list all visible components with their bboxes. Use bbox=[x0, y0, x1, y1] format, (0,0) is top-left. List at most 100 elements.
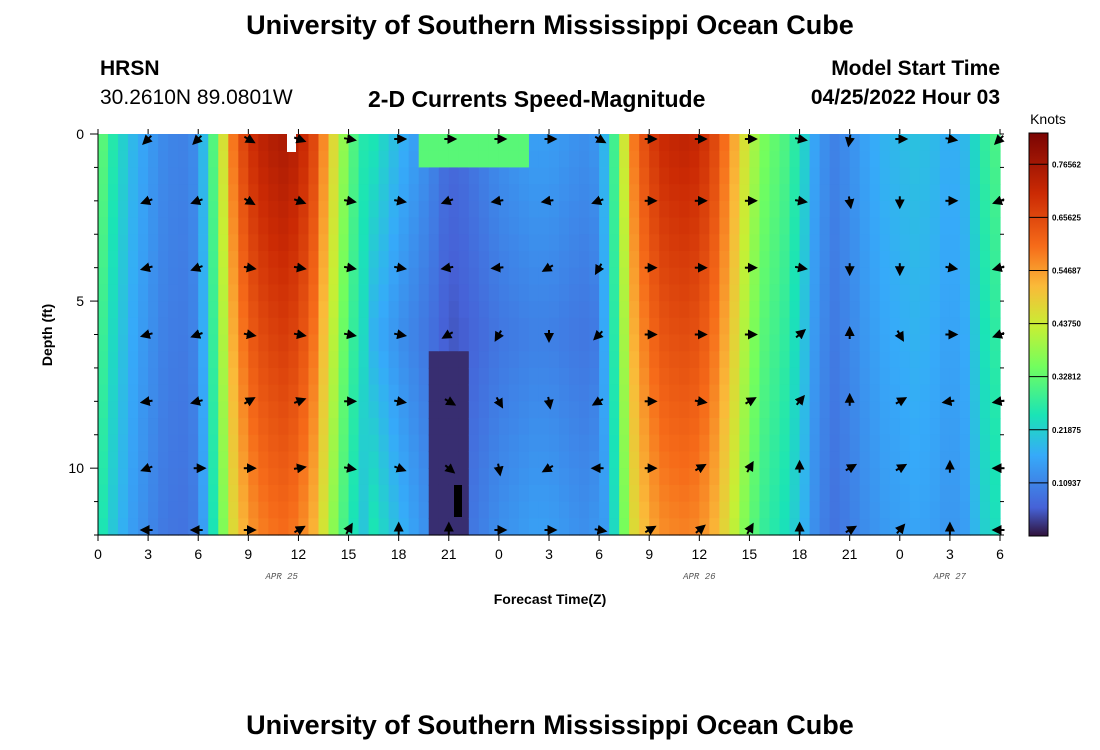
heat-cell bbox=[478, 451, 490, 469]
heat-cell bbox=[388, 384, 400, 402]
heat-cell bbox=[188, 434, 199, 453]
heat-cell bbox=[549, 317, 560, 336]
heat-cell bbox=[929, 267, 941, 285]
heat-cell bbox=[749, 334, 761, 352]
heat-cell bbox=[809, 518, 821, 536]
heat-cell bbox=[288, 434, 300, 453]
heat-cell bbox=[248, 367, 259, 386]
current-vector-arrow bbox=[343, 262, 357, 273]
heat-cell bbox=[178, 217, 189, 235]
heat-cell bbox=[338, 418, 350, 436]
heat-cell bbox=[148, 468, 159, 486]
heat-cell bbox=[659, 501, 670, 519]
heat-cell bbox=[909, 418, 921, 436]
heat-cell bbox=[378, 501, 390, 519]
heat-cell bbox=[569, 401, 580, 419]
heat-cell bbox=[629, 367, 640, 386]
heat-cell bbox=[939, 418, 951, 436]
heat-cell bbox=[899, 150, 911, 169]
heat-cell bbox=[749, 150, 761, 169]
heat-cell bbox=[709, 184, 720, 202]
heat-cell bbox=[418, 384, 430, 402]
heat-cell bbox=[518, 267, 530, 285]
heat-cell bbox=[659, 250, 670, 269]
heat-cell bbox=[438, 351, 450, 369]
heat-cell bbox=[729, 334, 741, 352]
heat-cell bbox=[278, 451, 290, 469]
heat-cell bbox=[819, 451, 831, 469]
heat-cell bbox=[689, 234, 700, 252]
heat-cell bbox=[338, 200, 350, 219]
heat-cell bbox=[138, 167, 149, 185]
heat-cell bbox=[559, 367, 570, 386]
heat-cell bbox=[859, 384, 871, 402]
heat-cell bbox=[148, 367, 159, 386]
heat-cell bbox=[929, 351, 941, 369]
heat-cell bbox=[599, 334, 610, 352]
heat-cell bbox=[639, 451, 650, 469]
heat-cell bbox=[378, 384, 390, 402]
heat-cell bbox=[669, 401, 680, 419]
current-vector-arrow bbox=[139, 396, 153, 407]
current-vector-arrow bbox=[845, 463, 858, 474]
heat-cell bbox=[859, 484, 871, 503]
heat-cell bbox=[739, 150, 751, 169]
heat-cell bbox=[188, 518, 199, 536]
heat-cell bbox=[889, 284, 901, 302]
heat-cell bbox=[368, 434, 380, 453]
heat-cell bbox=[549, 250, 560, 269]
heat-cell bbox=[899, 200, 911, 219]
heat-cell bbox=[268, 301, 279, 319]
heat-cell bbox=[278, 134, 290, 152]
heat-cell bbox=[949, 167, 961, 185]
heat-cell bbox=[729, 317, 741, 336]
heat-cell bbox=[909, 217, 921, 235]
heat-cell bbox=[899, 451, 911, 469]
heat-cell bbox=[488, 267, 500, 285]
heat-cell bbox=[418, 234, 430, 252]
heat-cell bbox=[148, 484, 159, 503]
heat-cell bbox=[559, 150, 570, 169]
heat-cell bbox=[428, 484, 440, 503]
heat-cell bbox=[589, 434, 600, 453]
heat-cell bbox=[559, 167, 570, 185]
current-vector-arrow bbox=[440, 262, 454, 273]
heat-cell bbox=[869, 367, 881, 386]
heat-cell bbox=[368, 351, 380, 369]
heat-cell bbox=[328, 184, 340, 202]
heat-cell bbox=[609, 184, 620, 202]
heat-cell bbox=[989, 434, 1001, 453]
heat-cell bbox=[208, 184, 219, 202]
heat-cell bbox=[819, 401, 831, 419]
heat-cell bbox=[538, 401, 550, 419]
current-vector-arrow bbox=[190, 396, 203, 406]
heat-cell bbox=[478, 167, 490, 185]
heat-cell bbox=[879, 150, 891, 169]
heat-cell bbox=[98, 150, 109, 169]
heat-cell bbox=[368, 200, 380, 219]
heat-cell bbox=[488, 301, 500, 319]
heat-cell bbox=[208, 501, 219, 519]
heat-cell bbox=[729, 200, 741, 219]
heat-cell bbox=[889, 301, 901, 319]
heat-cell bbox=[178, 484, 189, 503]
heat-cell bbox=[709, 284, 720, 302]
heat-cell bbox=[288, 200, 300, 219]
heat-cell bbox=[739, 234, 751, 252]
heat-cell bbox=[929, 301, 941, 319]
heat-cell bbox=[929, 418, 941, 436]
heat-cell bbox=[689, 501, 700, 519]
heat-cell bbox=[238, 317, 249, 336]
current-vector-arrow bbox=[593, 329, 604, 341]
chart-subtitle: 2-D Currents Speed-Magnitude bbox=[368, 86, 706, 112]
heat-cell bbox=[278, 234, 290, 252]
heat-cell bbox=[338, 351, 350, 369]
heat-cell bbox=[278, 267, 290, 285]
heat-cell bbox=[789, 384, 801, 402]
heat-cell bbox=[719, 134, 730, 152]
heat-cell bbox=[709, 200, 720, 219]
current-vector-arrow bbox=[794, 262, 808, 273]
heat-cell bbox=[969, 234, 981, 252]
heat-cell bbox=[819, 351, 831, 369]
heat-cell bbox=[538, 384, 550, 402]
